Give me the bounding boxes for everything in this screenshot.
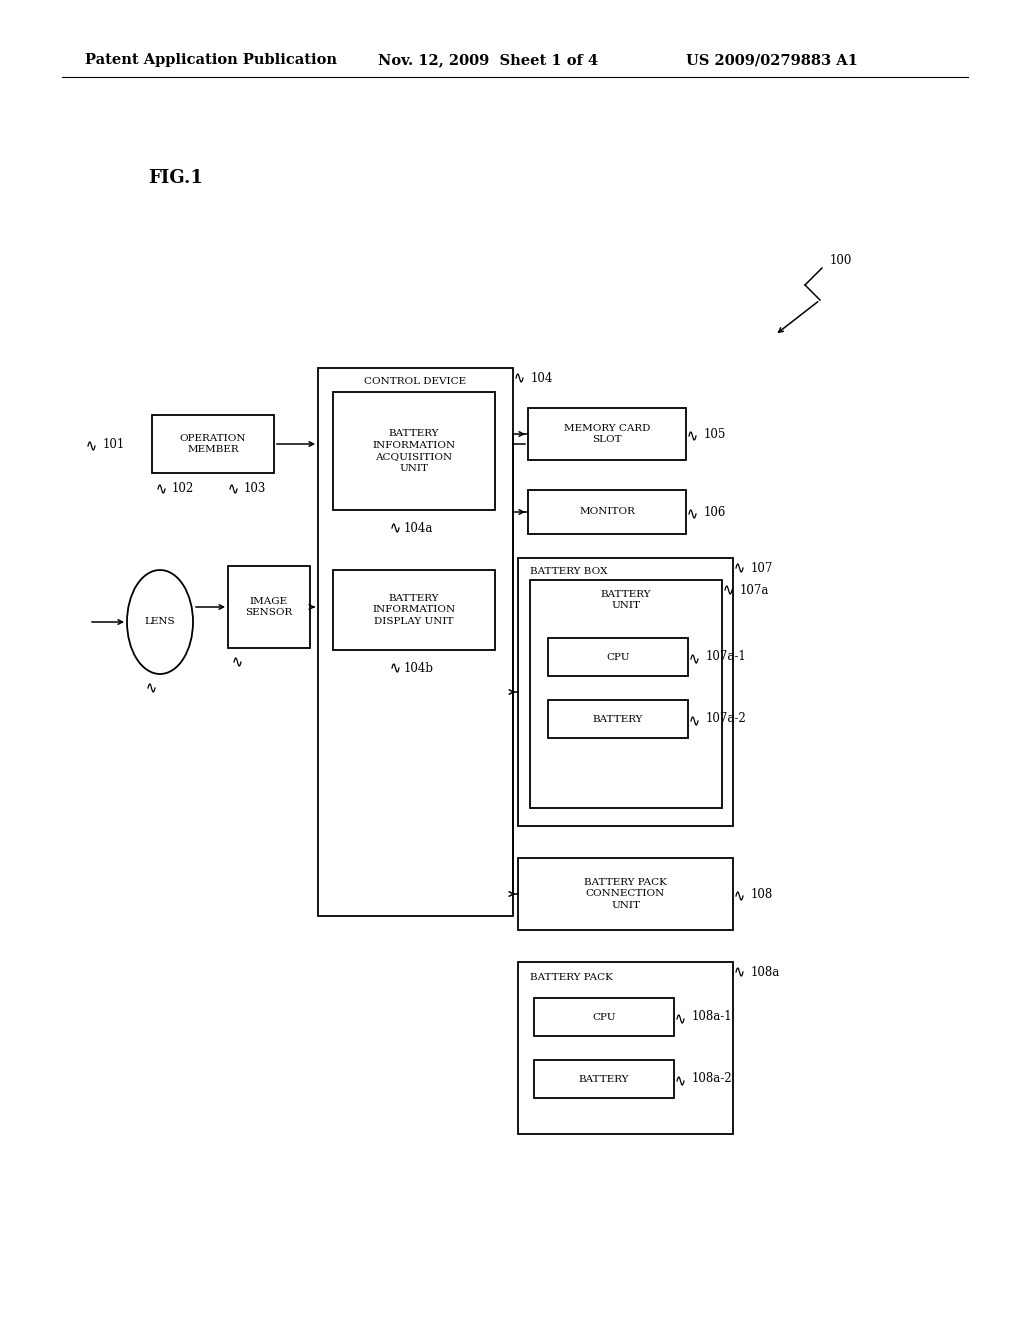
Text: BATTERY PACK
CONNECTION
UNIT: BATTERY PACK CONNECTION UNIT <box>584 878 667 911</box>
Text: 108: 108 <box>751 887 773 900</box>
Text: 107a-1: 107a-1 <box>706 651 746 664</box>
Text: 107a: 107a <box>740 583 769 597</box>
Bar <box>530 579 722 808</box>
Bar <box>534 998 674 1036</box>
Text: 104: 104 <box>531 371 553 384</box>
Bar <box>518 558 733 826</box>
Bar <box>528 490 686 535</box>
Text: MONITOR: MONITOR <box>579 507 635 516</box>
Text: Patent Application Publication: Patent Application Publication <box>85 53 337 67</box>
Text: 105: 105 <box>705 428 726 441</box>
Text: 108a: 108a <box>751 965 780 978</box>
Text: CONTROL DEVICE: CONTROL DEVICE <box>365 378 467 387</box>
Text: BATTERY PACK: BATTERY PACK <box>530 973 613 982</box>
Text: CPU: CPU <box>592 1012 615 1022</box>
Text: 108a-1: 108a-1 <box>692 1011 732 1023</box>
Text: 108a-2: 108a-2 <box>692 1072 732 1085</box>
Text: 100: 100 <box>830 253 852 267</box>
Bar <box>152 414 274 473</box>
Bar <box>548 638 688 676</box>
Bar <box>548 700 688 738</box>
Text: 102: 102 <box>172 483 195 495</box>
Text: 106: 106 <box>705 506 726 519</box>
Bar <box>228 566 310 648</box>
Bar <box>518 962 733 1134</box>
Text: BATTERY
INFORMATION
DISPLAY UNIT: BATTERY INFORMATION DISPLAY UNIT <box>373 594 456 626</box>
Bar <box>518 858 733 931</box>
Text: MEMORY CARD
SLOT: MEMORY CARD SLOT <box>564 424 650 445</box>
Bar <box>318 368 513 916</box>
Bar <box>333 392 495 510</box>
Text: 107: 107 <box>751 561 773 574</box>
Text: LENS: LENS <box>144 618 175 627</box>
Text: FIG.1: FIG.1 <box>148 169 203 187</box>
Text: OPERATION
MEMBER: OPERATION MEMBER <box>180 433 246 454</box>
Bar <box>528 408 686 459</box>
Text: BATTERY
UNIT: BATTERY UNIT <box>601 590 651 610</box>
Bar <box>333 570 495 649</box>
Text: BATTERY: BATTERY <box>579 1074 630 1084</box>
Text: BATTERY: BATTERY <box>593 714 643 723</box>
Text: Nov. 12, 2009  Sheet 1 of 4: Nov. 12, 2009 Sheet 1 of 4 <box>378 53 598 67</box>
Text: US 2009/0279883 A1: US 2009/0279883 A1 <box>686 53 858 67</box>
Text: BATTERY BOX: BATTERY BOX <box>530 568 607 577</box>
Text: 101: 101 <box>103 437 125 450</box>
Text: 104b: 104b <box>404 661 434 675</box>
Text: IMAGE
SENSOR: IMAGE SENSOR <box>246 597 293 618</box>
Text: 103: 103 <box>244 483 266 495</box>
Text: 104a: 104a <box>404 521 433 535</box>
Text: 107a-2: 107a-2 <box>706 713 746 726</box>
Text: CPU: CPU <box>606 652 630 661</box>
Bar <box>534 1060 674 1098</box>
Text: BATTERY
INFORMATION
ACQUISITION
UNIT: BATTERY INFORMATION ACQUISITION UNIT <box>373 429 456 473</box>
